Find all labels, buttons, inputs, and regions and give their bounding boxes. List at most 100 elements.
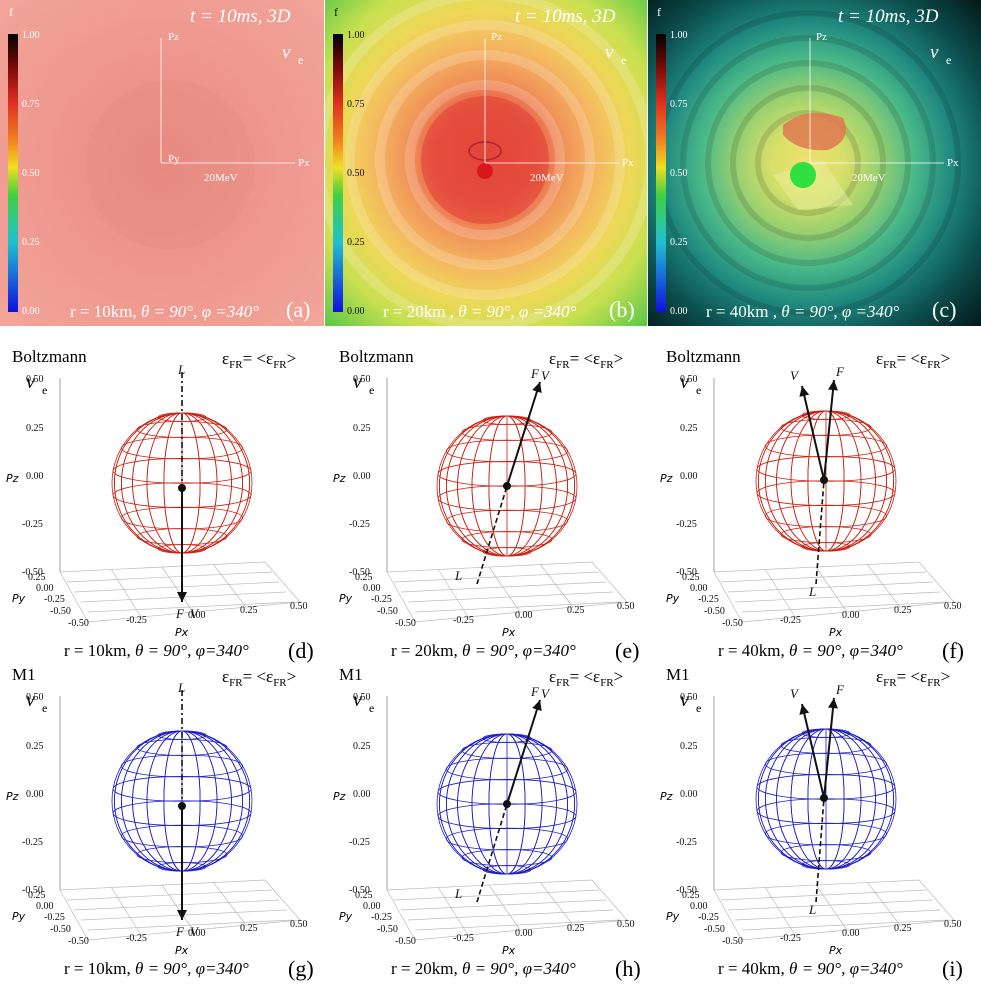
method-label: M1: [12, 665, 36, 684]
x-tick: -0.50: [68, 936, 89, 947]
vector-label-l: L: [454, 568, 462, 583]
method-label: M1: [339, 665, 363, 684]
panel-caption: r = 20km, θ = 90°, φ=340°: [391, 959, 576, 978]
energy-label: εFR= <εFR>: [549, 349, 623, 371]
y-tick: -0.25: [698, 594, 719, 605]
vector-label-l: L: [808, 584, 816, 599]
vector-label-f: F: [835, 364, 845, 379]
pz-axis-label: Pz: [333, 790, 346, 803]
plot-h: M1 εFR= <εFR> ν e 0.50 0.25 0.00 -0.25 -…: [327, 658, 654, 988]
axis-pz: Pz: [491, 31, 502, 43]
panel-caption: r = 40km, θ = 90°, φ=340°: [718, 959, 903, 978]
species-label: ν: [26, 371, 35, 393]
px-axis-label: Px: [502, 944, 516, 957]
py-axis-label: Py: [339, 592, 353, 605]
py-axis-label: Py: [12, 910, 26, 923]
species-label: ν: [353, 371, 362, 393]
axis-py: Py: [168, 153, 180, 165]
x-tick: 0.25: [240, 923, 258, 934]
method-label: Boltzmann: [12, 347, 87, 366]
z-tick: 0.50: [353, 374, 371, 385]
panel-caption: r = 20km, θ = 90°, φ=340°: [391, 641, 576, 660]
vector-label-l: L: [177, 680, 185, 695]
plot-e: Boltzmann εFR= <εFR> ν e 0.50 0.25 0.00 …: [327, 340, 654, 670]
z-tick: 0.00: [26, 471, 44, 482]
x-tick: -0.25: [453, 615, 474, 626]
colorbar-tick: 0.50: [670, 168, 688, 179]
flux-vectors: [476, 699, 542, 903]
x-tick: 0.50: [290, 601, 308, 612]
colorbar-tick: 1.00: [347, 30, 365, 41]
vector-label-f: F: [175, 924, 185, 939]
y-tick: -0.50: [50, 606, 71, 617]
panel-letter: (f): [942, 638, 964, 663]
panel-letter: (d): [288, 638, 314, 663]
z-tick: -0.25: [349, 837, 370, 848]
vector-label-v: V: [190, 606, 200, 621]
plot-g: M1 εFR= <εFR> ν e 0.50 0.25 0.00 -0.25 -…: [0, 658, 327, 988]
axis-pz: Pz: [816, 31, 827, 43]
z-tick: 0.50: [353, 692, 371, 703]
z-tick: 0.00: [26, 789, 44, 800]
vector-label-f: F: [835, 682, 845, 697]
method-label: Boltzmann: [666, 347, 741, 366]
x-tick: 0.50: [617, 601, 635, 612]
flux-vectors: [177, 372, 187, 602]
py-axis-label: Py: [12, 592, 26, 605]
z-tick: 0.25: [26, 741, 44, 752]
z-tick: 0.25: [353, 423, 371, 434]
colorbar-tick: 0.50: [22, 168, 40, 179]
x-tick: 0.25: [894, 923, 912, 934]
x-tick: -0.50: [395, 936, 416, 947]
energy-label: εFR= <εFR>: [222, 349, 296, 371]
energy-label: εFR= <εFR>: [549, 667, 623, 689]
flux-vectors: [799, 379, 838, 585]
scale-label: 20MeV: [530, 172, 564, 184]
z-tick: 0.50: [680, 692, 698, 703]
vector-label-l: L: [454, 886, 462, 901]
z-tick: -0.25: [22, 837, 43, 848]
x-tick: -0.25: [126, 933, 147, 944]
axis-px: Px: [947, 157, 959, 169]
panel-letter: (b): [609, 297, 635, 322]
panel-letter: (i): [942, 956, 963, 981]
x-tick: -0.25: [780, 615, 801, 626]
axis-px: Px: [298, 157, 310, 169]
panel-letter: (h): [615, 956, 641, 981]
py-axis-label: Py: [666, 592, 680, 605]
vector-label-v: V: [190, 924, 200, 939]
method-label: M1: [666, 665, 690, 684]
pz-axis-label: Pz: [660, 472, 673, 485]
plot-f: Boltzmann εFR= <εFR> ν e 0.50 0.25 0.00 …: [654, 340, 981, 670]
x-tick: 0.50: [290, 919, 308, 930]
colorbar-tick: 0.00: [670, 306, 688, 317]
plot-d: Boltzmann εFR= <εFR> ν e 0.50 0.25 0.00 …: [0, 340, 327, 670]
colorbar: [656, 34, 666, 312]
y-tick: 0.25: [682, 572, 700, 583]
y-tick: -0.25: [44, 594, 65, 605]
pz-axis-label: Pz: [660, 790, 673, 803]
y-tick: 0.25: [682, 890, 700, 901]
species-subscript: e: [621, 53, 626, 67]
x-tick: 0.50: [944, 601, 962, 612]
panel-caption: r = 10km, θ = 90°, φ=340°: [64, 959, 249, 978]
z-tick: 0.50: [26, 692, 44, 703]
colorbar-label: f: [9, 5, 13, 19]
y-tick: -0.50: [704, 606, 725, 617]
flux-vectors: [799, 697, 838, 903]
x-tick: 0.25: [240, 605, 258, 616]
panel-caption: r = 10km, θ = 90°, φ=340°: [64, 641, 249, 660]
vector-label-f: F: [530, 684, 540, 699]
time-label: t = 10ms, 3D: [190, 6, 291, 27]
scale-label: 20MeV: [852, 172, 886, 184]
scale-label: 20MeV: [204, 172, 238, 184]
colorbar-tick: 0.00: [22, 306, 40, 317]
z-tick: -0.25: [349, 519, 370, 530]
species-subscript: e: [696, 701, 701, 715]
colorbar-tick: 1.00: [670, 30, 688, 41]
wireframe-sphere: [436, 415, 578, 557]
species-label: ν: [605, 42, 614, 63]
x-tick: -0.50: [68, 618, 89, 629]
y-tick: -0.50: [377, 606, 398, 617]
time-label: t = 10ms, 3D: [838, 6, 939, 27]
